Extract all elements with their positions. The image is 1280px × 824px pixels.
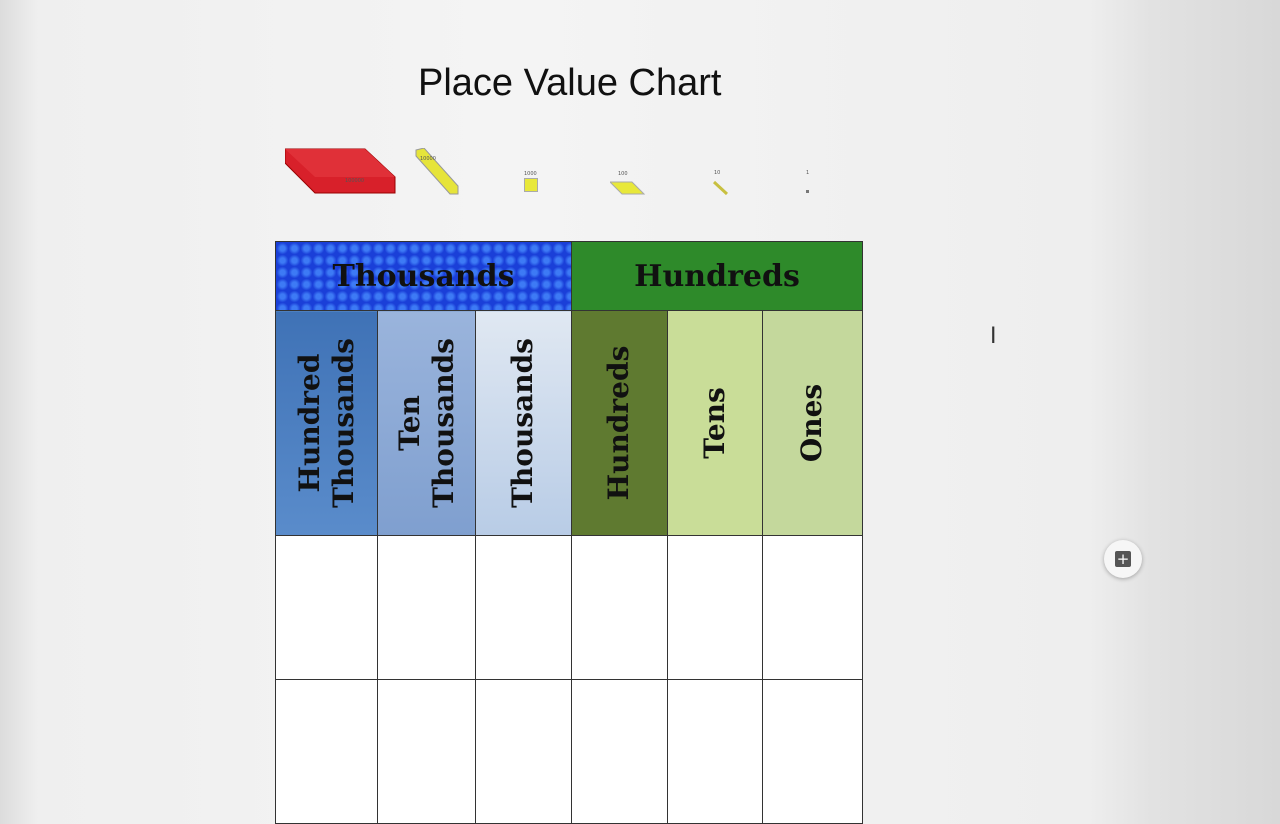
column-label: Hundreds [602,345,636,501]
column-header: Hundreds [571,310,668,536]
block-label: 100000 [345,178,365,184]
column-header: Hundred Thousands [274,310,379,536]
add-comment-button[interactable]: + [1104,540,1142,578]
ten-thousand-rod-icon [415,148,459,195]
table-cell[interactable] [666,679,763,824]
column-label: Hundred Thousands [292,338,360,508]
block-label: 10000 [420,156,436,162]
table-cell[interactable] [274,535,379,680]
block-label: 1000 [524,171,537,177]
column-label: Ones [795,383,829,463]
block-label: 100 [618,171,628,177]
group-header-hundreds: Hundreds [571,241,863,311]
table-cell[interactable] [377,535,476,680]
table-cell[interactable] [377,679,476,824]
add-comment-icon: + [1115,550,1131,568]
place-value-table: Thousands Hundreds Hundred Thousands Ten… [274,241,864,824]
column-label: Ten Thousands [392,338,460,508]
unit-cube-icon [806,190,809,193]
table-cell[interactable] [761,535,864,680]
ten-rod-icon [712,180,729,196]
group-header-thousands: Thousands [275,241,572,311]
table-cell[interactable] [274,679,379,824]
page-title: Place Value Chart [418,62,722,104]
table-cell[interactable] [761,679,864,824]
table-cell[interactable] [571,535,668,680]
hundred-flat-icon [610,181,646,195]
block-label: 1 [806,170,810,176]
column-header: Thousands [474,310,573,536]
table-row [274,679,864,824]
column-header: Ten Thousands [377,310,476,536]
table-cell[interactable] [571,679,668,824]
table-row [274,535,864,680]
column-header: Tens [666,310,763,536]
thousand-cube-icon [524,178,538,192]
table-cell[interactable] [666,535,763,680]
column-label: Thousands [506,338,540,508]
column-header: Ones [761,310,864,536]
group-label: Thousands [332,258,515,294]
table-cell[interactable] [474,535,573,680]
hundred-thousand-block-icon [285,148,396,194]
column-label: Tens [697,387,731,459]
group-label: Hundreds [634,258,800,294]
table-cell[interactable] [474,679,573,824]
text-cursor-icon: I [990,324,997,349]
block-label: 10 [714,170,721,176]
